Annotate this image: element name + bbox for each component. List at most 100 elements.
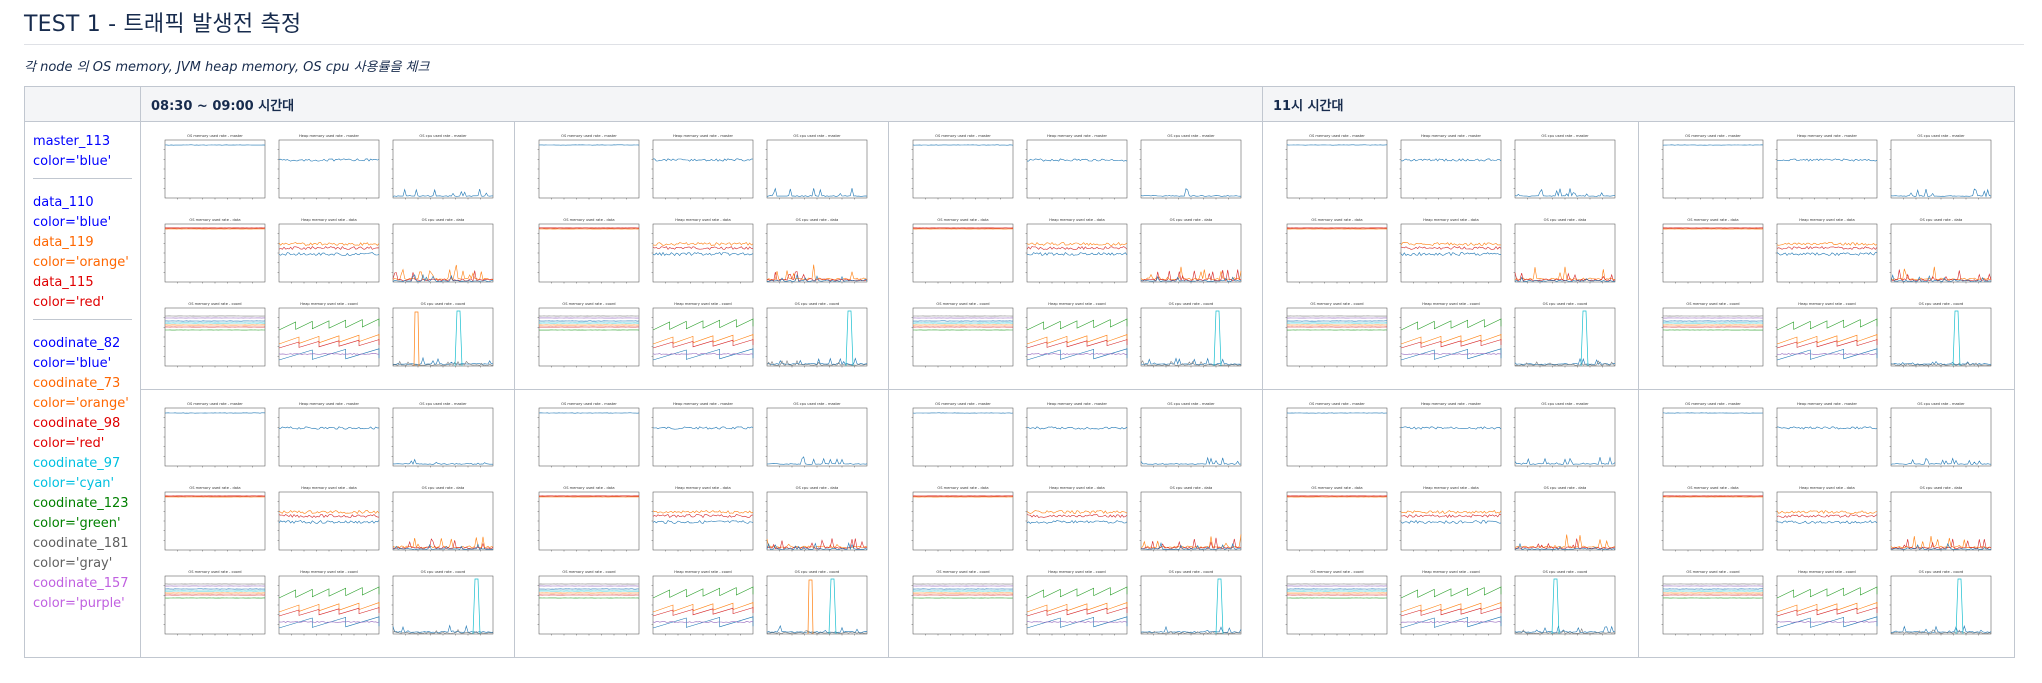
panel-title: Heap memory used rate - coord (1422, 302, 1479, 306)
legend-entry: color='purple' (33, 596, 125, 611)
legend-entry: color='gray' (33, 556, 113, 571)
monitoring-figure[interactable]: OS memory used rate - master Heap memory … (525, 128, 875, 384)
metric-panel: OS memory used rate - master (1285, 134, 1388, 200)
table-row: master_113 color='blue' data_110 color='blu… (24, 121, 2015, 658)
monitoring-figure[interactable]: OS memory used rate - master Heap memory … (1273, 128, 1623, 384)
metric-panel: OS cpu used rate - data (1139, 218, 1242, 284)
metrics-plot-grid: OS memory used rate - master Heap memory … (911, 134, 1242, 368)
panel-title: OS memory used rate - coord (562, 302, 615, 306)
legend-entry: coodinate_73 (33, 376, 121, 391)
monitoring-figure[interactable]: OS memory used rate - master Heap memory … (151, 396, 501, 652)
metric-panel: OS memory used rate - coord (911, 570, 1014, 636)
panel-title: Heap memory used rate - data (675, 486, 730, 490)
panel-title: OS cpu used rate - master (419, 402, 467, 406)
panel-title: OS cpu used rate - master (1167, 134, 1215, 138)
panel-title: OS cpu used rate - data (1170, 218, 1213, 222)
legend-entry: color='blue' (33, 154, 112, 169)
panel-title: OS cpu used rate - master (1541, 402, 1589, 406)
panel-title: OS cpu used rate - coord (421, 570, 466, 574)
metric-panel: OS cpu used rate - data (1889, 218, 1992, 284)
panel-title: OS cpu used rate - coord (421, 302, 466, 306)
panel-title: OS memory used rate - data (937, 486, 988, 490)
metric-panel: OS cpu used rate - master (1889, 134, 1992, 200)
panel-title: OS cpu used rate - data (796, 486, 839, 490)
metric-panel: OS cpu used rate - master (765, 134, 868, 200)
panel-title: Heap memory used rate - coord (1798, 302, 1855, 306)
panel-title: Heap memory used rate - master (1047, 402, 1108, 406)
legend-entry: coodinate_97 (33, 456, 121, 471)
panel-title: OS memory used rate - data (563, 486, 614, 490)
monitoring-figure[interactable]: OS memory used rate - master Heap memory … (899, 396, 1249, 652)
metric-panel: OS memory used rate - master (911, 402, 1014, 468)
panel-title: OS memory used rate - master (935, 134, 991, 138)
page-subtitle: 각 node 의 OS memory, JVM heap memory, OS … (24, 60, 430, 75)
metric-panel: Heap memory used rate - coord (1399, 302, 1502, 368)
panel-title: OS memory used rate - master (187, 134, 243, 138)
panel-title: OS memory used rate - master (1309, 402, 1365, 406)
monitoring-figure[interactable]: OS memory used rate - master Heap memory … (151, 128, 501, 384)
panel-title: OS memory used rate - coord (188, 570, 241, 574)
panel-title: Heap memory used rate - data (675, 218, 730, 222)
metric-panel: OS cpu used rate - data (1139, 486, 1242, 552)
monitoring-figure[interactable]: OS memory used rate - master Heap memory … (1273, 396, 1623, 652)
screenshot-cell: OS memory used rate - master Heap memory … (888, 121, 1263, 390)
panel-title: Heap memory used rate - master (673, 134, 734, 138)
panel-title: OS memory used rate - coord (936, 570, 989, 574)
metric-panel: Heap memory used rate - data (651, 486, 754, 552)
panel-title: OS cpu used rate - data (422, 218, 465, 222)
panel-title: Heap memory used rate - coord (1422, 570, 1479, 574)
monitoring-figure[interactable]: OS memory used rate - master Heap memory … (1649, 128, 1999, 384)
panel-title: Heap memory used rate - coord (300, 302, 357, 306)
panel-title: Heap memory used rate - data (1049, 486, 1104, 490)
screenshot-cell: OS memory used rate - master Heap memory … (140, 389, 515, 658)
legend-entry: coodinate_157 (33, 576, 129, 591)
panel-title: OS cpu used rate - data (796, 218, 839, 222)
panel-title: OS cpu used rate - data (1920, 486, 1963, 490)
metric-panel: OS memory used rate - coord (163, 302, 266, 368)
metrics-plot-grid: OS memory used rate - master Heap memory … (163, 402, 494, 636)
legend-group: master_113 color='blue' (33, 132, 132, 179)
metric-panel: OS memory used rate - master (163, 402, 266, 468)
metrics-plot-grid: OS memory used rate - master Heap memory … (1661, 402, 1992, 636)
metric-panel: Heap memory used rate - master (651, 402, 754, 468)
metric-panel: OS memory used rate - data (163, 486, 266, 552)
panel-title: Heap memory used rate - coord (300, 570, 357, 574)
monitoring-figure[interactable]: OS memory used rate - master Heap memory … (525, 396, 875, 652)
panel-title: OS memory used rate - coord (936, 302, 989, 306)
legend-entry: color='blue' (33, 356, 112, 371)
metric-panel: Heap memory used rate - data (1399, 218, 1502, 284)
legend-entry: data_115 (33, 275, 94, 290)
metric-panel: OS memory used rate - coord (911, 302, 1014, 368)
panel-title: OS cpu used rate - data (1544, 486, 1587, 490)
panel-title: OS memory used rate - data (1311, 218, 1362, 222)
metric-panel: OS memory used rate - data (1661, 218, 1764, 284)
panel-title: OS memory used rate - data (189, 486, 240, 490)
metric-panel: Heap memory used rate - data (651, 218, 754, 284)
panel-title: OS memory used rate - coord (1686, 570, 1739, 574)
metric-panel: Heap memory used rate - coord (277, 570, 380, 636)
title-divider (24, 44, 2024, 45)
monitoring-figure[interactable]: OS memory used rate - master Heap memory … (899, 128, 1249, 384)
metric-panel: OS memory used rate - coord (1285, 570, 1388, 636)
panel-title: OS cpu used rate - data (422, 486, 465, 490)
panel-title: Heap memory used rate - data (301, 486, 356, 490)
metric-panel: OS cpu used rate - master (1889, 402, 1992, 468)
panel-title: Heap memory used rate - data (1423, 218, 1478, 222)
legend-entry: color='red' (33, 295, 105, 310)
panel-title: OS memory used rate - data (1311, 486, 1362, 490)
metric-panel: Heap memory used rate - coord (1775, 302, 1878, 368)
metric-panel: OS memory used rate - master (1285, 402, 1388, 468)
metric-panel: OS memory used rate - data (537, 486, 640, 552)
metric-panel: Heap memory used rate - master (1399, 402, 1502, 468)
legend-entry: master_113 (33, 134, 111, 149)
monitoring-figure[interactable]: OS memory used rate - master Heap memory … (1649, 396, 1999, 652)
header-empty (24, 86, 141, 122)
metric-panel: OS memory used rate - coord (163, 570, 266, 636)
screenshot-cell: OS memory used rate - master Heap memory … (1638, 121, 2015, 390)
metric-panel: OS cpu used rate - master (391, 402, 494, 468)
metrics-plot-grid: OS memory used rate - master Heap memory … (911, 402, 1242, 636)
legend-entry: data_110 (33, 195, 94, 210)
panel-title: Heap memory used rate - coord (1048, 302, 1105, 306)
panel-title: OS memory used rate - data (1687, 486, 1738, 490)
panel-title: OS memory used rate - coord (562, 570, 615, 574)
